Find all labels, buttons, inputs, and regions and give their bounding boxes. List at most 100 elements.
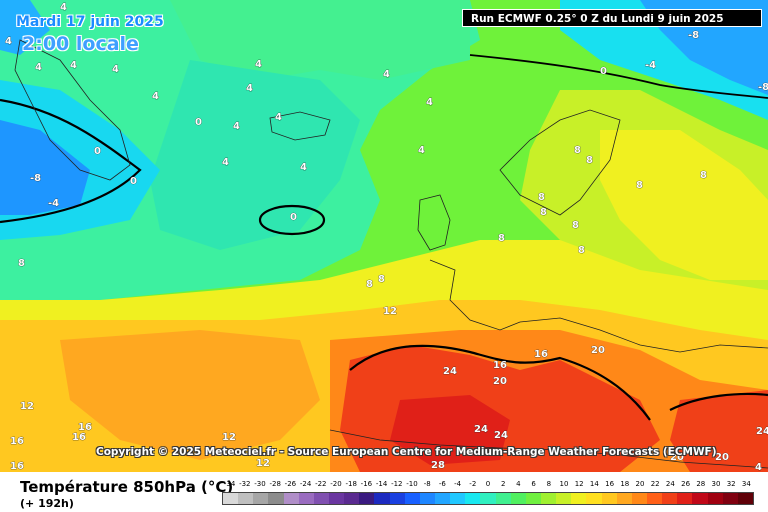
forecast-hour: (+ 192h) [20, 497, 74, 510]
isotherm-value-label: 4 [426, 97, 433, 108]
legend-tick-label: -6 [438, 480, 446, 488]
legend-tick-label: -2 [469, 480, 477, 488]
coastline-europe [429, 259, 768, 353]
legend-tick-label: 34 [741, 480, 751, 488]
heat-core-east [670, 390, 768, 472]
legend-swatch [465, 493, 481, 504]
legend-swatch [525, 493, 541, 504]
isotherm-value-label: 0 [94, 146, 101, 157]
isotherm-value-label: 8 [366, 279, 373, 290]
legend-swatch [389, 493, 405, 504]
isotherm-20 [349, 344, 651, 421]
isotherm-value-label: 8 [18, 258, 25, 269]
legend-swatch [707, 493, 723, 504]
isotherm-value-label: 4 [755, 462, 762, 472]
isotherm-value-label: 20 [715, 452, 729, 463]
legend-tick-label: -32 [239, 480, 251, 488]
legend-swatch [510, 493, 526, 504]
isotherm-value-label: 4 [222, 157, 229, 168]
isotherm-value-label: 24 [494, 430, 508, 441]
legend-tick-label: -26 [284, 480, 297, 488]
isotherm-value-label: 16 [534, 349, 548, 360]
legend-swatch [223, 493, 239, 504]
legend-tick-label: -12 [391, 480, 403, 488]
legend-tick-label: 6 [531, 480, 536, 488]
legend-swatch [419, 493, 435, 504]
isotherm-value-label: 0 [600, 66, 607, 77]
copyright-notice: Copyright © 2025 Meteociel.fr - Source E… [96, 446, 717, 458]
isotherm-value-label: 4 [5, 36, 12, 47]
isotherm-value-label: 20 [591, 345, 605, 356]
legend-tick-label: 0 [485, 480, 491, 488]
legend-swatch [480, 493, 496, 504]
isotherm-value-label: 20 [670, 452, 684, 463]
legend-swatch [662, 493, 678, 504]
legend-swatch [313, 493, 329, 504]
legend-swatch [646, 493, 663, 504]
isotherm-value-label: 24 [756, 426, 768, 437]
coastline-uk [417, 194, 451, 251]
legend-swatch [328, 493, 345, 504]
parameter-title: Température 850hPa (°C) [20, 478, 234, 496]
legend-swatch [268, 493, 284, 504]
legend-tick-labels: -34 -32 -30 -28 -26 -24 -22 -20 -18 -16 -14 -12 -10-… [222, 480, 754, 490]
isotherm-value-label: 12 [222, 432, 236, 443]
legend-tick-label: 16 [605, 480, 615, 488]
legend-swatch [450, 493, 466, 504]
legend-tick-label: -14 [375, 480, 388, 488]
legend-tick-label: 30 [711, 480, 721, 488]
isotherm-value-label: 8 [700, 170, 707, 181]
legend-tick-label: 32 [726, 480, 736, 488]
legend-tick-label: -16 [360, 480, 373, 488]
isotherm-value-label: 4 [246, 83, 253, 94]
legend-tick-label: -20 [330, 480, 342, 488]
isotherm-value-label: 8 [540, 207, 547, 218]
legend-swatch [586, 493, 602, 504]
legend-swatch [283, 493, 299, 504]
legend-tick-label: -18 [345, 480, 357, 488]
isotherm-value-label: 24 [443, 366, 457, 377]
coastline-iceland [269, 111, 331, 141]
isotherm-value-label: 4 [152, 91, 159, 102]
isotherm-value-label: 4 [60, 2, 67, 13]
isotherm-value-label: 0 [290, 212, 297, 223]
legend-tick-label: -22 [315, 480, 327, 488]
legend-tick-label: -8 [423, 480, 431, 488]
isotherm-value-label: -8 [30, 173, 41, 184]
isotherm-value-label: 16 [78, 422, 92, 433]
legend-swatch [238, 493, 254, 504]
isotherm-value-label: 8 [378, 274, 385, 285]
cool-region-north [170, 0, 470, 80]
legend-footer: Température 850hPa (°C) (+ 192h) -34 -32-… [0, 472, 768, 512]
isotherm-value-label: 16 [72, 432, 86, 443]
legend-swatch [374, 493, 390, 504]
heat-core-center [390, 395, 510, 465]
legend-tick-label: -28 [269, 480, 281, 488]
legend-swatch [359, 493, 375, 504]
legend-swatch [601, 493, 617, 504]
legend-tick-label: 24 [665, 480, 675, 488]
isotherm-value-label: 4 [112, 64, 119, 75]
isotherm-value-label: -8 [688, 30, 699, 41]
warm-region-east [600, 130, 768, 280]
legend-swatch [737, 493, 753, 504]
isotherm-value-label: 12 [256, 458, 270, 469]
isotherm-20-east [669, 392, 768, 411]
isotherm-value-label: 8 [538, 192, 545, 203]
isotherm-value-label: 4 [383, 69, 390, 80]
isotherm-value-label: -4 [48, 198, 59, 209]
coastline-greenland [14, 39, 131, 181]
legend-tick-label: 26 [681, 480, 691, 488]
isotherm-value-label: 20 [493, 376, 507, 387]
legend-swatch [616, 493, 632, 504]
isotherm-value-label: 0 [195, 117, 202, 128]
legend-tick-label: -24 [299, 480, 312, 488]
legend-swatch [571, 493, 587, 504]
color-scale-bar [222, 492, 754, 505]
legend-swatch [298, 493, 314, 504]
cold-core-greenland [0, 120, 90, 215]
legend-tick-label: 28 [696, 480, 706, 488]
